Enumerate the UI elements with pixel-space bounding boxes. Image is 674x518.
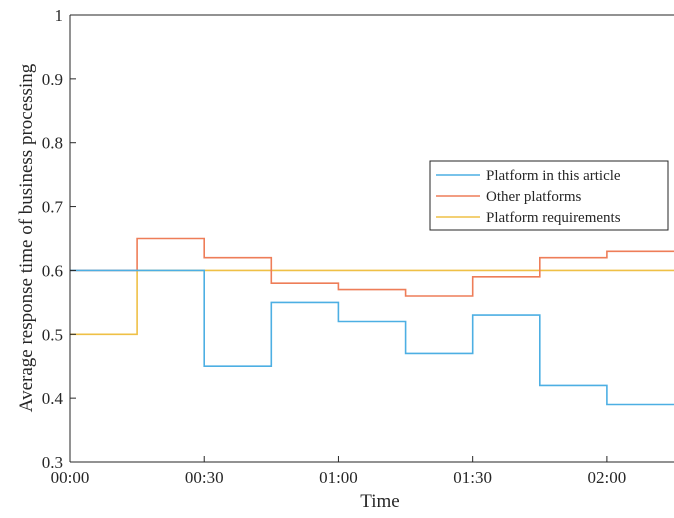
x-tick-label: 02:00 (588, 468, 627, 487)
series-line-3 (70, 269, 674, 336)
y-tick-label: 0.9 (42, 70, 63, 89)
ticks-layer: 0.3 0.4 0.5 0.6 0.7 0.8 0.9 1 00:00 00:30 01:00 01:… (42, 6, 627, 487)
x-tick-label: 00:00 (51, 468, 90, 487)
legend-label-2: Other platforms (486, 189, 582, 205)
series-layer (70, 237, 674, 406)
x-tick-label: 01:30 (453, 468, 492, 487)
y-tick-label: 0.7 (42, 198, 64, 217)
y-tick-label: 0.5 (42, 325, 63, 344)
x-tick-label: 01:00 (319, 468, 358, 487)
x-axis-title: Time (360, 491, 399, 512)
legend-label-1: Platform in this article (486, 168, 621, 184)
y-tick-label: 0.3 (42, 453, 63, 472)
y-axis-title: Average response time of business proces… (16, 63, 37, 412)
y-tick-label: 0.8 (42, 134, 63, 153)
legend: Platform in this article Other platforms P… (429, 160, 669, 231)
legend-label-3: Platform requirements (486, 210, 621, 226)
y-tick-label: 0.6 (42, 261, 63, 280)
series-line-2 (70, 237, 674, 297)
series-line-1 (70, 269, 674, 406)
y-tick-label: 0.4 (42, 389, 64, 408)
x-tick-label: 00:30 (185, 468, 224, 487)
axes-layer (69, 14, 674, 463)
y-tick-label: 1 (55, 6, 64, 25)
